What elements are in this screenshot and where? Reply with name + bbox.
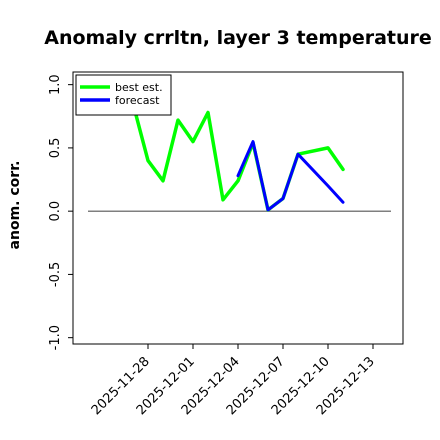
legend: best est.forecast — [75, 74, 172, 116]
legend-label: forecast — [115, 94, 160, 107]
y-axis-label: anom. corr. — [7, 161, 23, 250]
plot-layer — [88, 101, 391, 212]
chart-title: Anomaly crrltn, layer 3 temperature — [44, 27, 432, 49]
y-tick-label: 0.0 — [48, 201, 63, 222]
legend-box — [75, 74, 172, 116]
series-line-forecast — [236, 140, 345, 212]
legend-label: best est. — [115, 81, 163, 94]
plot-area — [72, 71, 404, 345]
y-tick-label: -1.0 — [48, 325, 63, 350]
y-tick-label: -0.5 — [48, 262, 63, 287]
y-tick-label: 0.5 — [48, 138, 63, 159]
y-tick-label: 1.0 — [48, 74, 63, 95]
